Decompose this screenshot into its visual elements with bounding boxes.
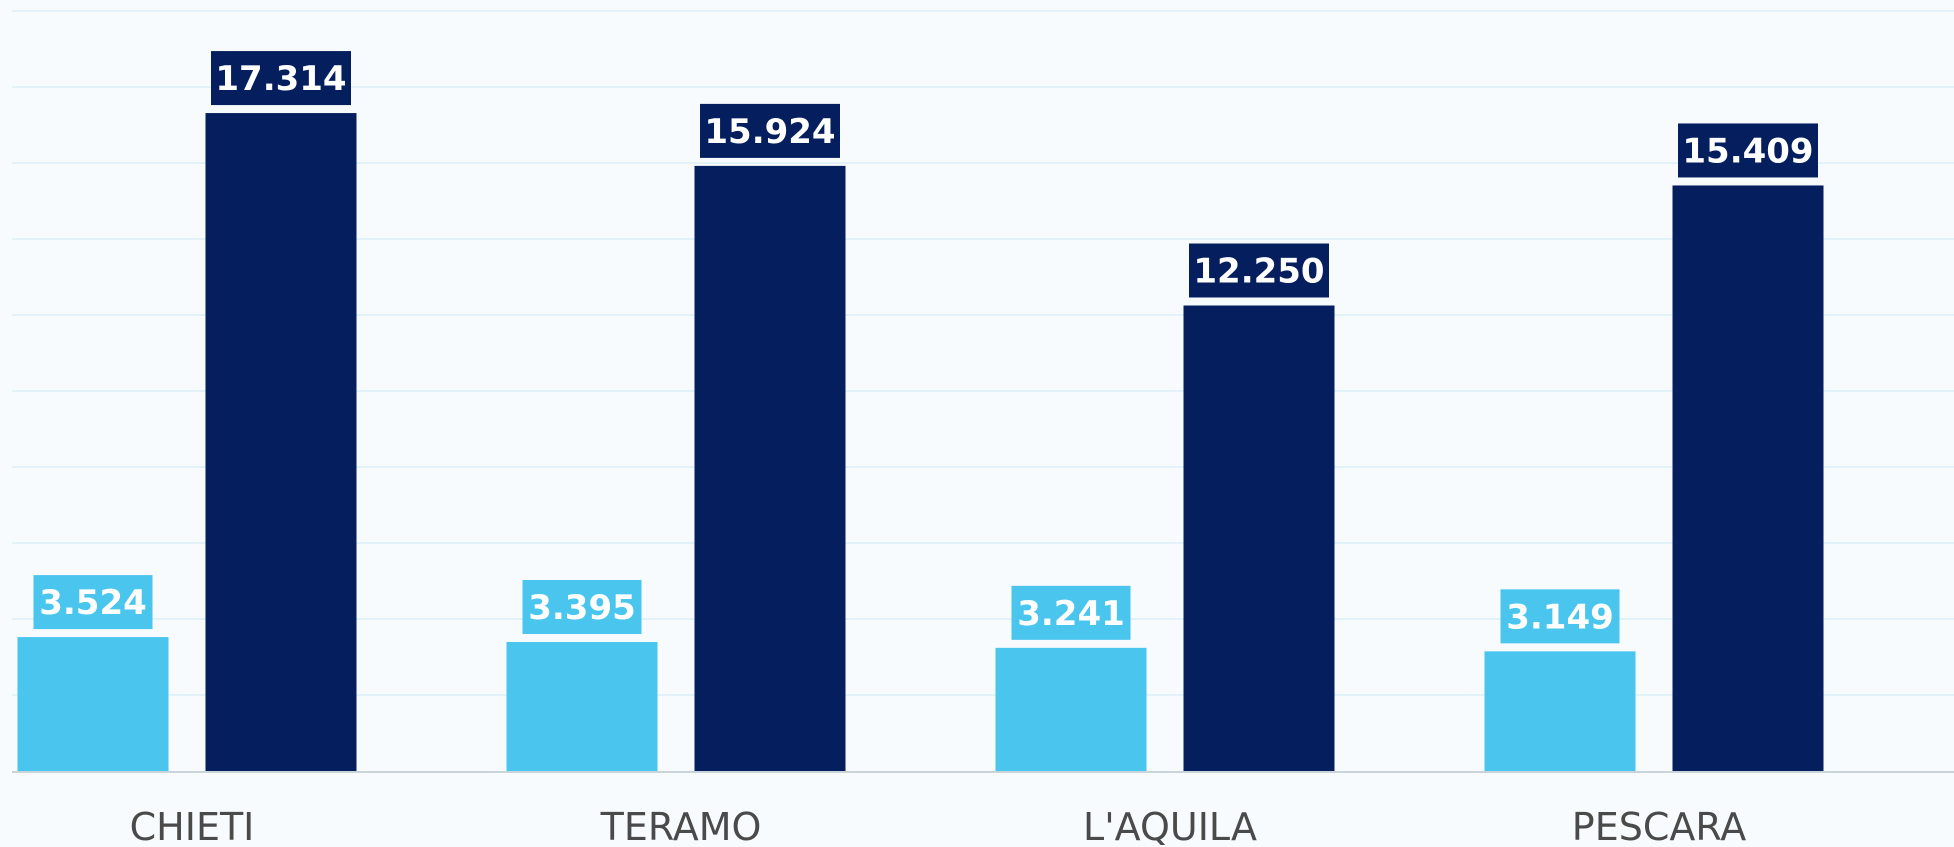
data-label-box	[33, 575, 153, 630]
data-label-box	[1678, 123, 1818, 178]
bar	[1672, 185, 1824, 771]
bar	[506, 641, 658, 771]
data-label: 15.409	[1682, 131, 1813, 171]
data-label: 17.314	[215, 59, 346, 99]
x-tick-label: PESCARA	[1572, 805, 1746, 847]
data-label: 15.924	[704, 112, 835, 152]
bar	[694, 165, 846, 771]
data-label: 3.524	[39, 583, 147, 623]
bar	[205, 113, 357, 772]
x-tick-label: CHIETI	[130, 805, 255, 847]
x-tick-label: L'AQUILA	[1083, 805, 1257, 847]
x-axis-labels: CHIETI TERAMO L'AQUILA PESCARA	[130, 805, 1747, 847]
data-label-box	[700, 103, 840, 158]
data-label-box	[1011, 585, 1131, 640]
data-label: 3.149	[1506, 597, 1614, 637]
bar	[1484, 651, 1636, 771]
bars: 3.524 17.314 3.395 15.924 3.241 12.250 3.149 15…	[17, 51, 1824, 772]
data-label-box	[211, 51, 351, 106]
bar	[17, 637, 169, 771]
data-label-box	[522, 579, 642, 634]
x-tick-label: TERAMO	[600, 805, 762, 847]
data-label: 12.250	[1193, 252, 1324, 292]
data-label-box	[1500, 589, 1620, 644]
data-label: 3.395	[528, 588, 636, 628]
data-label: 3.241	[1017, 594, 1125, 634]
data-label-box	[1189, 243, 1329, 298]
bar	[1183, 305, 1335, 771]
bar	[995, 647, 1147, 771]
